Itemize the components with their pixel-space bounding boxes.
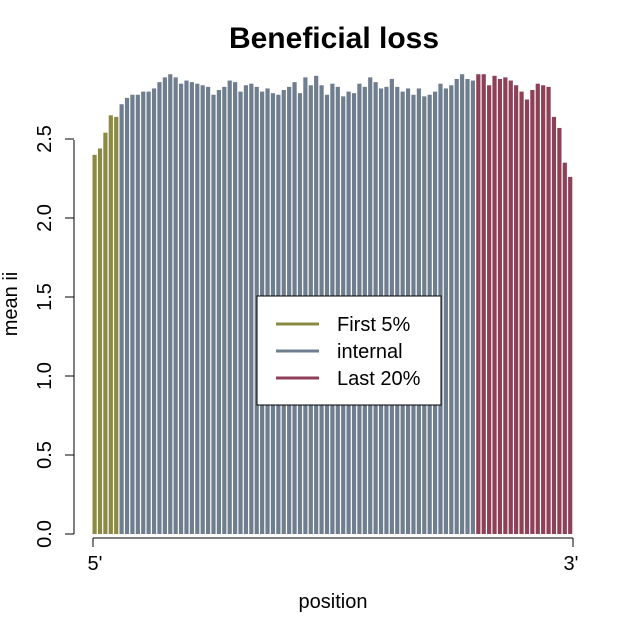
y-tick-label: 1.0 — [34, 362, 56, 390]
bar — [497, 78, 503, 535]
bar — [487, 85, 492, 534]
bar — [200, 85, 205, 534]
bar — [524, 99, 530, 534]
bar — [530, 90, 535, 535]
bar — [195, 83, 200, 534]
bar — [249, 83, 254, 534]
bar — [168, 74, 173, 534]
bar — [108, 115, 113, 535]
bar — [546, 86, 551, 535]
bar — [535, 83, 540, 534]
y-tick-label: 2.5 — [34, 125, 56, 153]
bar — [114, 116, 119, 534]
bar — [449, 85, 454, 534]
bar — [151, 88, 157, 534]
x-tick-label-start: 5' — [88, 553, 103, 575]
x-axis: 5' 3' — [88, 537, 579, 575]
bar — [238, 91, 243, 534]
y-axis-label: mean ii — [0, 272, 22, 336]
y-tick-label: 0.0 — [34, 520, 56, 548]
y-tick-label: 2.0 — [34, 204, 56, 232]
bar — [465, 78, 470, 535]
legend: First 5% internal Last 20% — [256, 295, 442, 406]
bar — [97, 148, 103, 535]
bar — [243, 85, 249, 534]
bar — [119, 104, 124, 535]
y-tick-label: 0.5 — [34, 441, 56, 469]
y-tick-label: 1.5 — [34, 283, 56, 311]
bar — [541, 85, 546, 534]
bar — [519, 91, 524, 534]
bar — [514, 85, 519, 534]
bar — [562, 162, 567, 534]
bar — [141, 91, 146, 534]
bar — [551, 116, 557, 534]
legend-label-internal: internal — [337, 341, 403, 363]
bar — [233, 82, 238, 535]
bar — [178, 83, 184, 534]
bar — [492, 75, 497, 535]
bar — [135, 94, 140, 534]
bar — [211, 94, 216, 534]
bar — [503, 77, 508, 534]
bar — [189, 82, 194, 535]
x-axis-label: position — [299, 591, 368, 613]
bar — [227, 80, 232, 534]
bar — [460, 74, 465, 534]
bar — [146, 91, 151, 534]
legend-label-last: Last 20% — [337, 368, 421, 390]
bar — [124, 97, 130, 535]
bar — [222, 86, 227, 535]
bar — [92, 154, 97, 535]
bar — [508, 80, 513, 534]
y-axis: 0.0 0.5 1.0 1.5 2.0 2.5 — [34, 125, 75, 548]
legend-label-first: First 5% — [337, 314, 411, 336]
bar — [184, 80, 189, 534]
bar — [481, 74, 486, 534]
bar — [130, 94, 135, 534]
bar — [162, 77, 167, 534]
bar — [476, 74, 481, 534]
bar — [157, 82, 162, 535]
chart-title: Beneficial loss — [229, 22, 439, 55]
bar — [454, 78, 459, 535]
bar — [216, 90, 221, 535]
x-tick-label-end: 3' — [564, 553, 579, 575]
bar — [103, 132, 108, 534]
bar — [568, 176, 573, 535]
bar — [173, 77, 178, 534]
bar — [470, 80, 476, 534]
bar — [557, 127, 562, 534]
bar — [443, 88, 448, 534]
bar — [205, 86, 211, 535]
